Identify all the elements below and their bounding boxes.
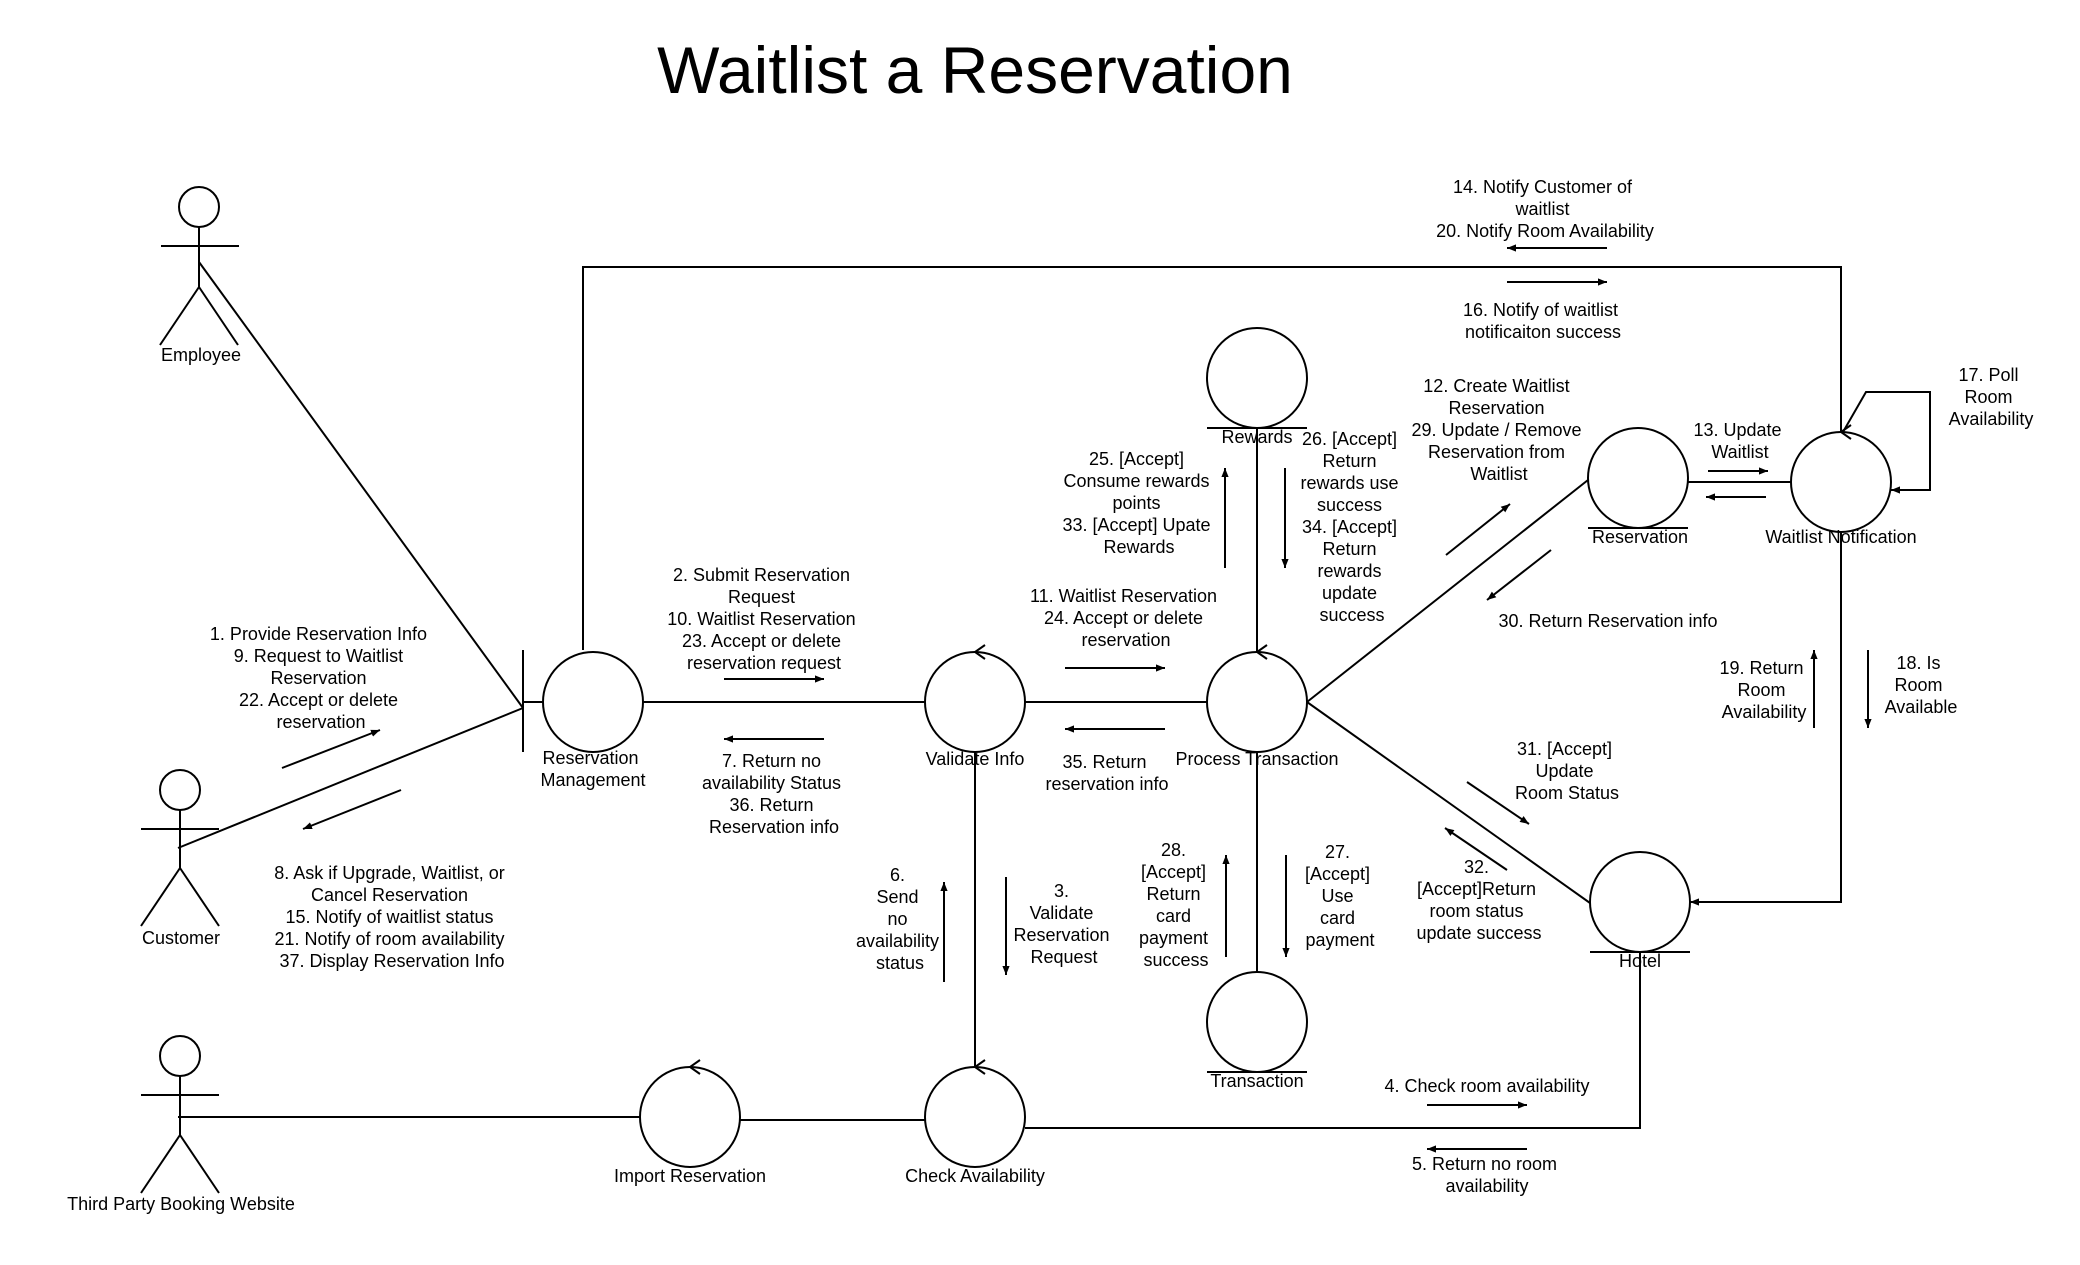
link-wn-hotel: [1690, 532, 1842, 906]
msg-pt-to-reservation: 12. Create Waitlist Reservation 29. Upda…: [1411, 376, 1586, 484]
object-rewards[interactable]: Rewards: [1206, 327, 1308, 447]
object-rewards-label: Rewards: [1221, 427, 1292, 447]
arrow-pt-to-reservation: [1445, 503, 1511, 556]
object-check-availability-label: Check Availability: [905, 1166, 1045, 1186]
msg-pt-to-validate: 35. Return reservation info: [1045, 752, 1168, 794]
link-pt-hotel: [1306, 701, 1591, 904]
arrow-pt-to-hotel: [1466, 781, 1530, 825]
msg-validate-to-check: 3. Validate Reservation Request: [1013, 881, 1114, 967]
object-validate-info[interactable]: Validate Info: [924, 644, 1026, 769]
msg-pt-to-transaction: 27. [Accept] Use card payment: [1305, 842, 1375, 950]
object-rm-label: Reservation Management: [540, 748, 645, 790]
msg-pt-to-rewards: 25. [Accept] Consume rewards points 33. …: [1062, 449, 1215, 557]
msg-rm-to-customer: 8. Ask if Upgrade, Waitlist, or Cancel R…: [274, 863, 509, 971]
msg-transaction-to-pt: 28. [Accept] Return card payment success: [1139, 840, 1213, 970]
object-check-availability[interactable]: Check Availability: [905, 1059, 1045, 1186]
arrow-reservation-to-pt: [1486, 549, 1552, 601]
connection-lines: [177, 261, 1931, 1129]
message-arrows: [281, 244, 1872, 1153]
msg-hotel-to-check: 5. Return no room availability: [1412, 1154, 1562, 1196]
actor-customer[interactable]: Customer: [140, 769, 220, 948]
msg-validate-to-pt: 11. Waitlist Reservation 24. Accept or d…: [1030, 586, 1222, 650]
msg-wn-self-poll: 17. Poll Room Availability: [1949, 365, 2034, 429]
object-transaction[interactable]: Transaction: [1206, 971, 1308, 1091]
object-waitlist-notification[interactable]: Waitlist Notification: [1765, 424, 1917, 547]
msg-customer-to-wn: 16. Notify of waitlist notificaiton succ…: [1463, 300, 1623, 342]
msg-reservation-to-wn: 13. Update Waitlist: [1693, 420, 1786, 462]
object-reservation-management[interactable]: Reservation Management: [522, 650, 646, 790]
msg-rm-to-validate: 2. Submit Reservation Request 10. Waitli…: [667, 565, 860, 673]
object-hotel-label: Hotel: [1619, 951, 1661, 971]
msg-hotel-to-pt: 32. [Accept]Return room status update su…: [1416, 857, 1541, 943]
arrow-customer-to-rm: [281, 729, 381, 769]
msg-pt-to-hotel: 31. [Accept] Update Room Status: [1515, 739, 1619, 803]
object-hotel[interactable]: Hotel: [1589, 851, 1691, 971]
link-pt-reservation: [1306, 479, 1589, 703]
actor-customer-label: Customer: [142, 928, 220, 948]
msg-customer-to-rm: 1. Provide Reservation Info 9. Request t…: [210, 624, 432, 732]
object-import-reservation[interactable]: Import Reservation: [614, 1059, 766, 1186]
link-wn-self-loop: [1842, 391, 1931, 494]
msg-wn-to-hotel: 18. Is Room Available: [1885, 653, 1958, 717]
actor-third-party-label: Third Party Booking Website: [67, 1194, 295, 1214]
link-employee-rm: [198, 261, 524, 709]
object-waitlist-notification-label: Waitlist Notification: [1765, 527, 1916, 547]
msg-reservation-to-pt: 30. Return Reservation info: [1498, 611, 1717, 631]
msg-wn-to-customer: 14. Notify Customer of waitlist 20. Noti…: [1436, 177, 1654, 241]
object-reservation-label: Reservation: [1592, 527, 1688, 547]
msg-hotel-to-wn: 19. Return Room Availability: [1719, 658, 1808, 722]
arrow-hotel-to-pt: [1444, 827, 1508, 871]
arrow-rm-to-customer: [302, 789, 402, 830]
object-process-transaction[interactable]: Process Transaction: [1175, 644, 1339, 769]
object-process-transaction-label: Process Transaction: [1175, 749, 1338, 769]
link-check-hotel: [1025, 952, 1641, 1129]
msg-check-to-hotel: 4. Check room availability: [1384, 1076, 1589, 1096]
actor-employee[interactable]: Employee: [159, 186, 241, 365]
msg-rewards-to-pt: 26. [Accept] Return rewards use success …: [1300, 429, 1403, 625]
object-reservation[interactable]: Reservation: [1587, 427, 1689, 547]
object-import-reservation-label: Import Reservation: [614, 1166, 766, 1186]
link-customer-rm: [177, 707, 524, 849]
actor-employee-label: Employee: [161, 345, 241, 365]
diagram-title: Waitlist a Reservation: [657, 33, 1293, 107]
object-validate-info-label: Validate Info: [926, 749, 1025, 769]
link-rm-waitlist-notification: [582, 266, 1842, 650]
msg-check-to-validate: 6. Send no availability status: [856, 865, 944, 973]
actor-third-party-booking-website[interactable]: Third Party Booking Website: [67, 1035, 295, 1214]
object-transaction-label: Transaction: [1210, 1071, 1303, 1091]
msg-validate-to-rm: 7. Return no availability Status 36. Ret…: [702, 751, 846, 837]
